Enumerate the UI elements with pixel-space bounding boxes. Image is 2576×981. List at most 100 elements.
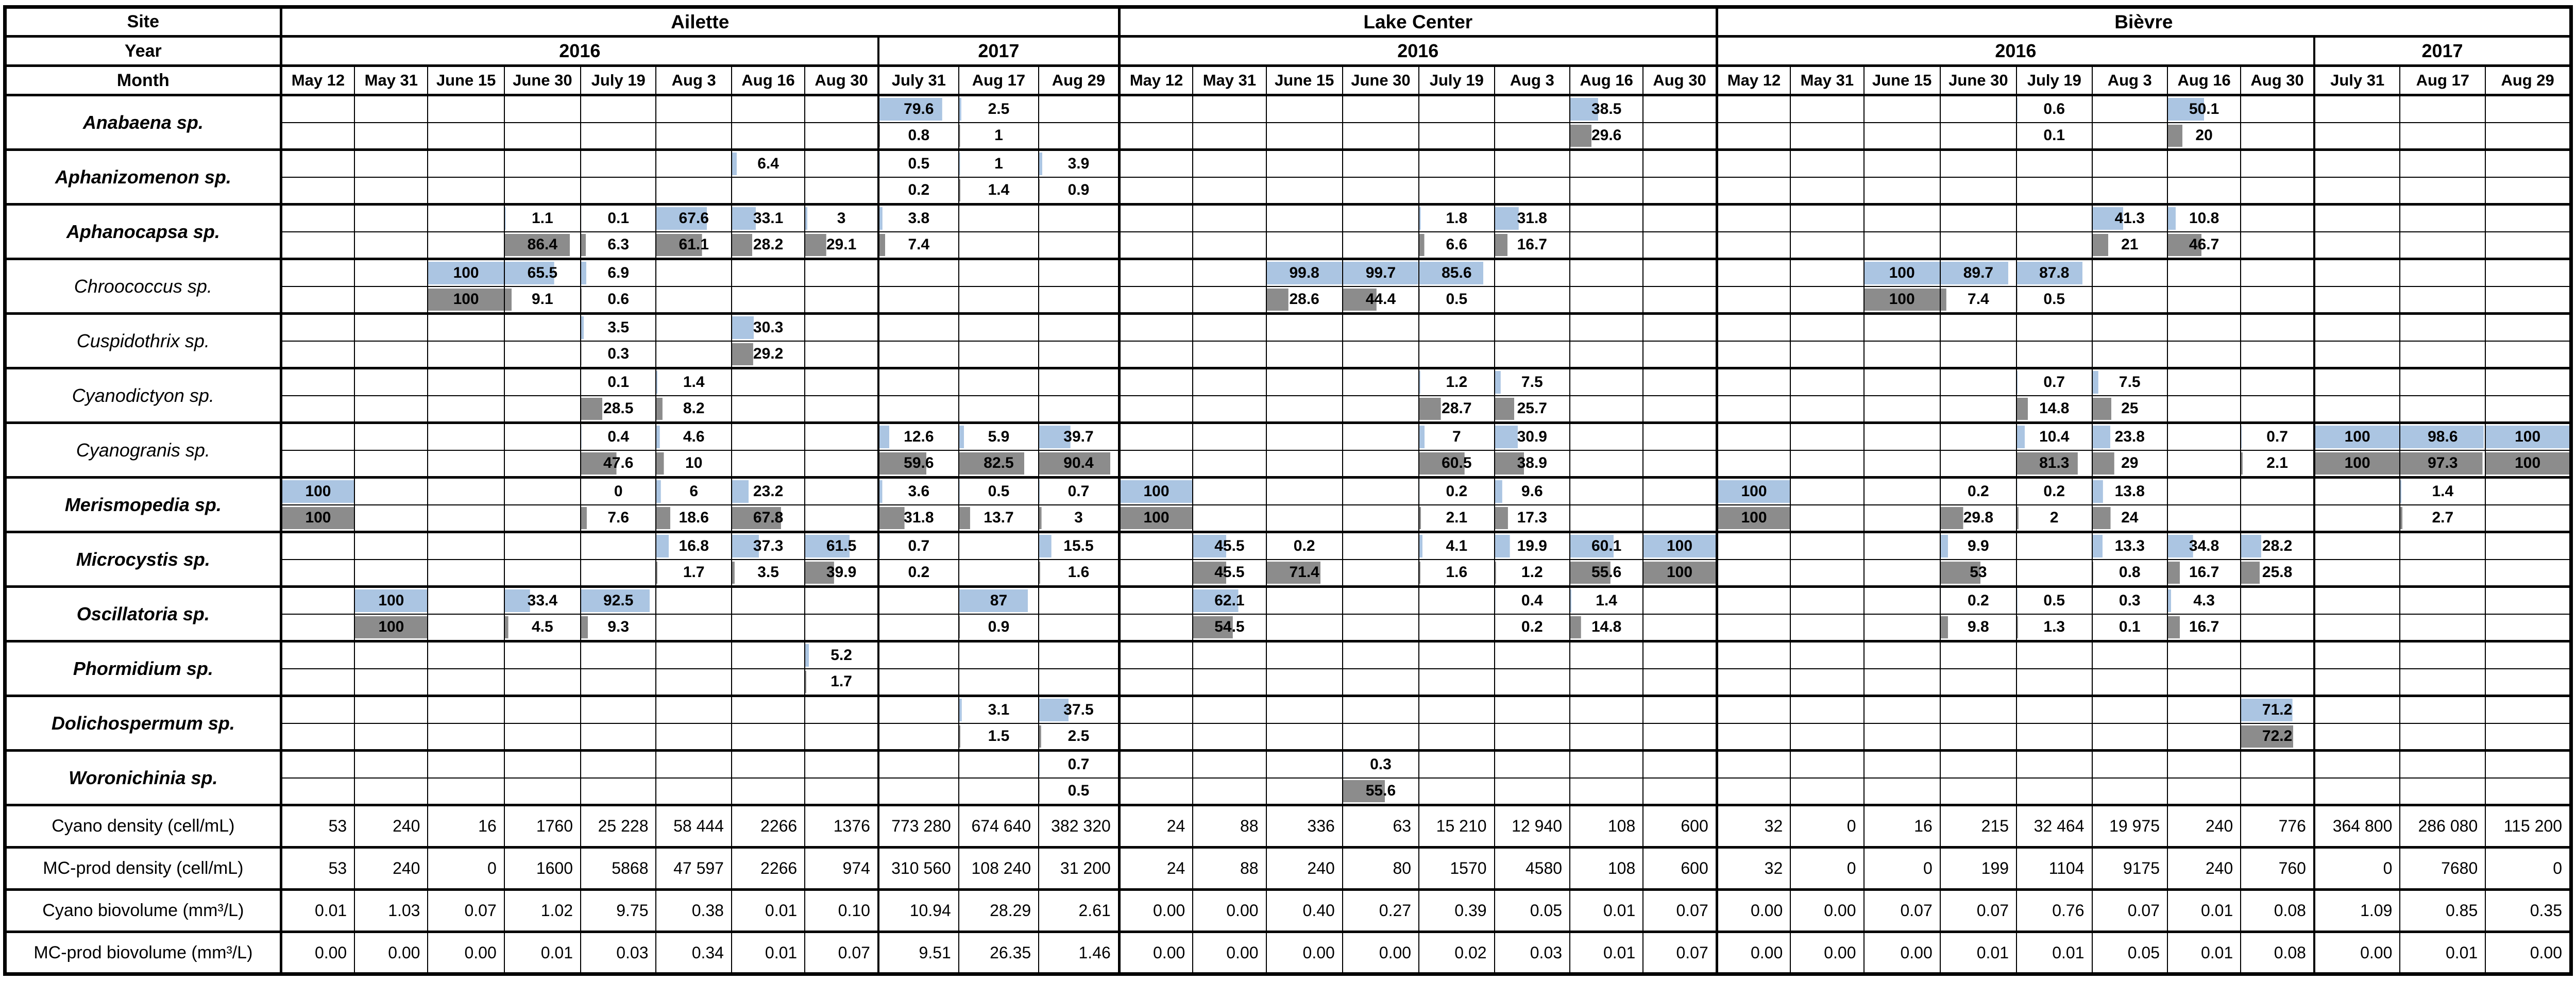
value-cell: 53 [1939,559,2018,587]
summary-label: MC-prod biovolume (mm³/L) [4,931,282,975]
value-cell [1715,585,1791,615]
value-cell [1863,504,1941,533]
value-cell: 2.1 [2240,449,2315,478]
value-cell [1265,504,1343,533]
value-cell [1494,668,1571,697]
value-cell [2399,695,2486,724]
value-cell [279,449,355,478]
species-name: Phormidium sp. [4,640,282,697]
value-cell: 23.2 [731,476,806,505]
value-cell [1265,395,1343,424]
value-cell: 0.3 [2091,585,2168,615]
value-cell [1569,777,1644,806]
value-cell: 71.4 [1265,559,1343,587]
summary-value-cell: 760 [2240,846,2315,890]
value-cell [958,258,1040,287]
value-cell [2399,176,2486,205]
summary-value-cell: 0 [1790,846,1865,890]
value-cell [2313,148,2401,178]
value-cell [1715,695,1791,724]
value-cell [1715,231,1791,260]
value-cell [1569,640,1644,669]
species-name: Chroococcus sp. [4,258,282,314]
species-row-bottom: 100 9.1 0.6 28.6 44.4 0.5 100 7.4 0.5 [5,285,2572,314]
summary-value-cell: 108 [1569,804,1644,848]
summary-value-cell: 9.75 [580,888,657,933]
value-cell [1569,285,1644,314]
value-cell [2399,203,2486,232]
value-cell: 33.1 [731,203,806,232]
summary-value-cell: 600 [1642,804,1718,848]
value-cell: 17.3 [1494,504,1571,533]
value-cell: 1.6 [1418,559,1495,587]
value-cell [1715,640,1791,669]
species-name: Dolichospermum sp. [4,695,282,751]
value-cell [2399,94,2486,123]
value-cell: 100 [1863,285,1941,314]
month-header: Aug 30 [2240,64,2315,96]
value-cell: 29.6 [1569,122,1644,150]
value-cell [655,777,732,806]
value-cell: 7 [1418,421,1495,451]
value-cell: 21 [2091,231,2168,260]
value-cell: 3 [1038,504,1120,533]
species-name: Merismopedia sp. [4,476,282,533]
value-cell: 20 [2166,122,2242,150]
value-cell: 24 [2091,504,2168,533]
site-header: Ailette [279,6,1120,37]
value-cell [354,395,429,424]
value-cell [580,559,657,587]
value-cell [279,258,355,287]
summary-value-cell: 0.38 [655,888,732,933]
species-name: Aphanocapsa sp. [4,203,282,260]
value-cell: 31.8 [877,504,959,533]
summary-value-cell: 0.01 [2166,931,2242,975]
summary-label: Cyano density (cell/mL) [4,804,282,848]
value-cell [354,668,429,697]
value-cell [877,258,959,287]
value-cell [1569,367,1644,396]
value-cell [1342,695,1420,724]
value-cell [1342,504,1420,533]
value-cell [1790,449,1865,478]
species-row-bottom: 0.5 55.6 [5,777,2572,806]
value-cell [1494,640,1571,669]
value-cell [958,395,1040,424]
value-cell [2166,722,2242,751]
value-cell: 0.4 [1494,585,1571,615]
value-cell [2240,203,2315,232]
value-cell [877,777,959,806]
summary-value-cell: 63 [1342,804,1420,848]
value-cell [1342,367,1420,396]
value-cell [1038,340,1120,369]
value-cell [655,749,732,779]
value-cell [1192,476,1267,505]
value-cell [1642,395,1718,424]
summary-value-cell: 0.03 [1494,931,1571,975]
value-cell: 30.9 [1494,421,1571,451]
value-cell [1642,421,1718,451]
value-cell [1790,94,1865,123]
summary-value-cell: 0.01 [279,888,355,933]
month-header: Aug 17 [958,64,1040,96]
summary-value-cell: 28.29 [958,888,1040,933]
value-cell [731,449,806,478]
value-cell [958,367,1040,396]
value-cell [1192,285,1267,314]
value-cell [1265,367,1343,396]
value-cell [2240,367,2315,396]
value-cell [1715,340,1791,369]
value-cell [2313,340,2401,369]
species-row-top: Dolichospermum sp. 3.1 37.5 71.2 [4,695,2572,751]
value-cell [1342,449,1420,478]
value-cell [503,340,582,369]
value-cell: 3.5 [580,312,657,342]
summary-value-cell: 0.01 [2399,931,2486,975]
value-cell [2166,476,2242,505]
value-cell [1715,203,1791,232]
value-cell [354,258,429,287]
value-cell: 100 [2485,449,2572,478]
value-cell [2399,285,2486,314]
value-cell [1418,695,1495,724]
value-cell [427,449,505,478]
